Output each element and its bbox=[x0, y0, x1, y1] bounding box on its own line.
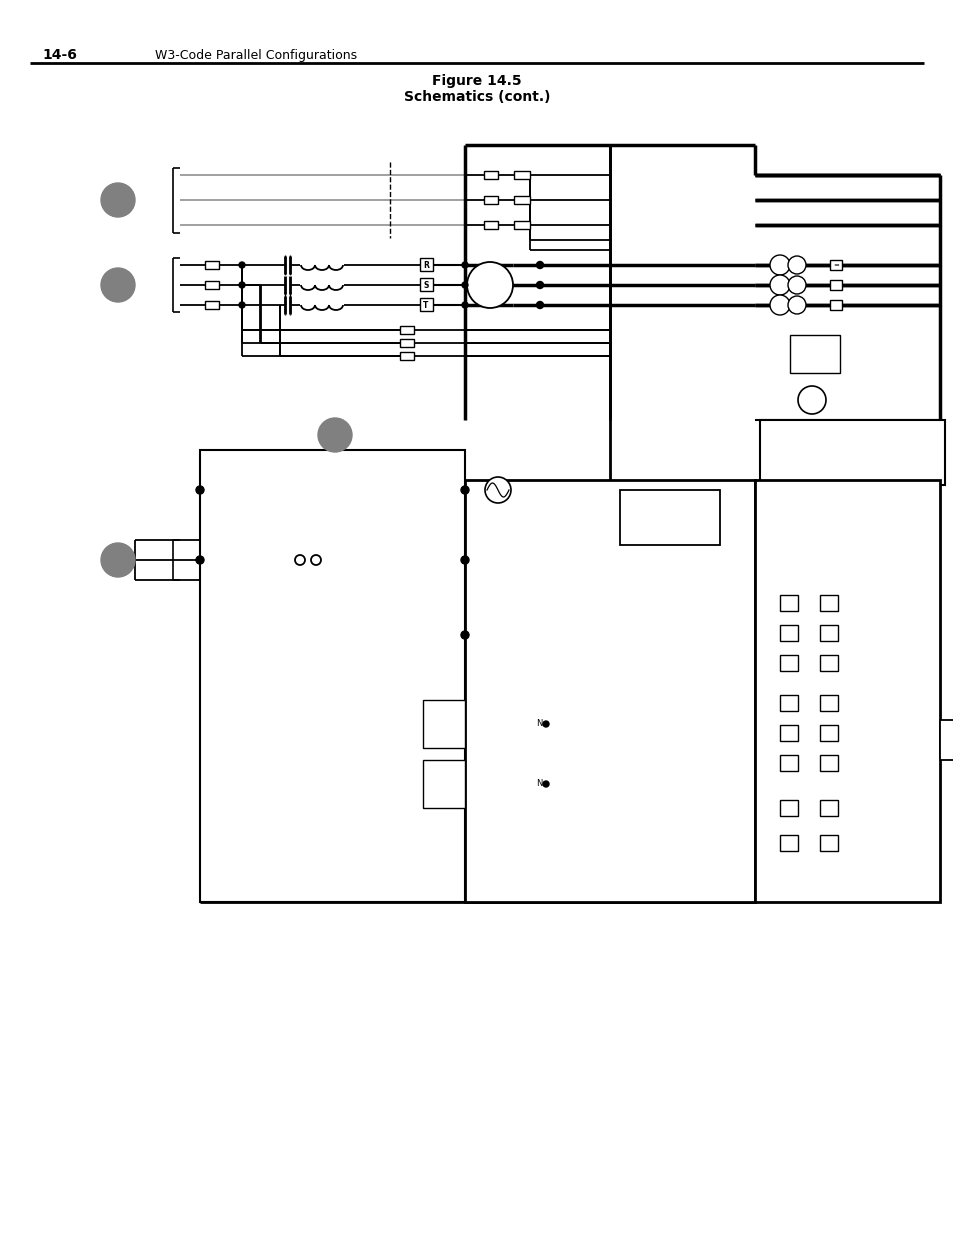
Circle shape bbox=[769, 275, 789, 295]
Bar bbox=[780, 755, 797, 771]
Bar bbox=[820, 695, 837, 711]
Bar bbox=[939, 720, 953, 760]
Bar bbox=[780, 625, 797, 641]
Bar bbox=[419, 258, 433, 270]
Bar bbox=[619, 490, 720, 545]
Bar bbox=[514, 170, 530, 179]
Bar bbox=[820, 725, 837, 741]
Text: R: R bbox=[422, 261, 429, 269]
Circle shape bbox=[461, 262, 468, 268]
Circle shape bbox=[797, 387, 825, 414]
Circle shape bbox=[542, 721, 548, 727]
Circle shape bbox=[101, 183, 135, 217]
Circle shape bbox=[787, 256, 805, 274]
Circle shape bbox=[101, 543, 135, 577]
Circle shape bbox=[467, 262, 513, 308]
Bar bbox=[829, 261, 841, 270]
Text: N: N bbox=[536, 720, 542, 729]
Text: Figure 14.5: Figure 14.5 bbox=[432, 74, 521, 88]
Circle shape bbox=[461, 282, 468, 288]
Bar bbox=[829, 300, 841, 310]
Circle shape bbox=[461, 303, 468, 308]
Circle shape bbox=[311, 555, 320, 564]
Circle shape bbox=[536, 282, 543, 289]
Circle shape bbox=[536, 262, 543, 268]
Circle shape bbox=[294, 555, 305, 564]
Bar bbox=[780, 695, 797, 711]
Bar bbox=[820, 595, 837, 611]
Bar bbox=[820, 655, 837, 671]
Text: T: T bbox=[423, 300, 428, 310]
Bar bbox=[399, 338, 414, 347]
Circle shape bbox=[787, 296, 805, 314]
Bar bbox=[514, 196, 530, 204]
Bar bbox=[483, 196, 497, 204]
Circle shape bbox=[460, 556, 469, 564]
Circle shape bbox=[787, 275, 805, 294]
Bar bbox=[780, 655, 797, 671]
Text: W3-Code Parallel Configurations: W3-Code Parallel Configurations bbox=[154, 48, 356, 62]
Bar bbox=[829, 280, 841, 290]
Text: N: N bbox=[536, 779, 542, 788]
Circle shape bbox=[317, 417, 352, 452]
Bar bbox=[754, 480, 939, 902]
Bar bbox=[789, 335, 840, 373]
Bar bbox=[464, 480, 754, 902]
Bar bbox=[514, 221, 530, 228]
Circle shape bbox=[536, 301, 543, 309]
Text: =: = bbox=[832, 262, 838, 268]
Circle shape bbox=[239, 262, 245, 268]
Bar bbox=[780, 595, 797, 611]
Bar bbox=[205, 282, 219, 289]
Text: Schematics (cont.): Schematics (cont.) bbox=[403, 90, 550, 104]
Bar bbox=[419, 298, 433, 311]
Bar bbox=[200, 450, 464, 902]
Text: S: S bbox=[423, 280, 428, 289]
Bar bbox=[820, 800, 837, 816]
Circle shape bbox=[460, 631, 469, 638]
Bar bbox=[780, 800, 797, 816]
Bar bbox=[483, 221, 497, 228]
Bar bbox=[780, 725, 797, 741]
Circle shape bbox=[239, 303, 245, 308]
Bar bbox=[205, 301, 219, 309]
Circle shape bbox=[195, 487, 204, 494]
Bar bbox=[760, 420, 944, 485]
Bar bbox=[205, 261, 219, 269]
Circle shape bbox=[239, 282, 245, 288]
Text: 14-6: 14-6 bbox=[42, 48, 77, 62]
Bar bbox=[820, 835, 837, 851]
Bar bbox=[820, 625, 837, 641]
Bar bbox=[399, 326, 414, 333]
Bar bbox=[422, 760, 464, 808]
Circle shape bbox=[101, 268, 135, 303]
Bar bbox=[422, 700, 464, 748]
Bar bbox=[419, 278, 433, 291]
Bar bbox=[780, 835, 797, 851]
Circle shape bbox=[195, 556, 204, 564]
Circle shape bbox=[769, 254, 789, 275]
Circle shape bbox=[460, 487, 469, 494]
Circle shape bbox=[484, 477, 511, 503]
Bar bbox=[820, 755, 837, 771]
Circle shape bbox=[542, 781, 548, 787]
Bar bbox=[483, 170, 497, 179]
Bar bbox=[399, 352, 414, 359]
Circle shape bbox=[769, 295, 789, 315]
